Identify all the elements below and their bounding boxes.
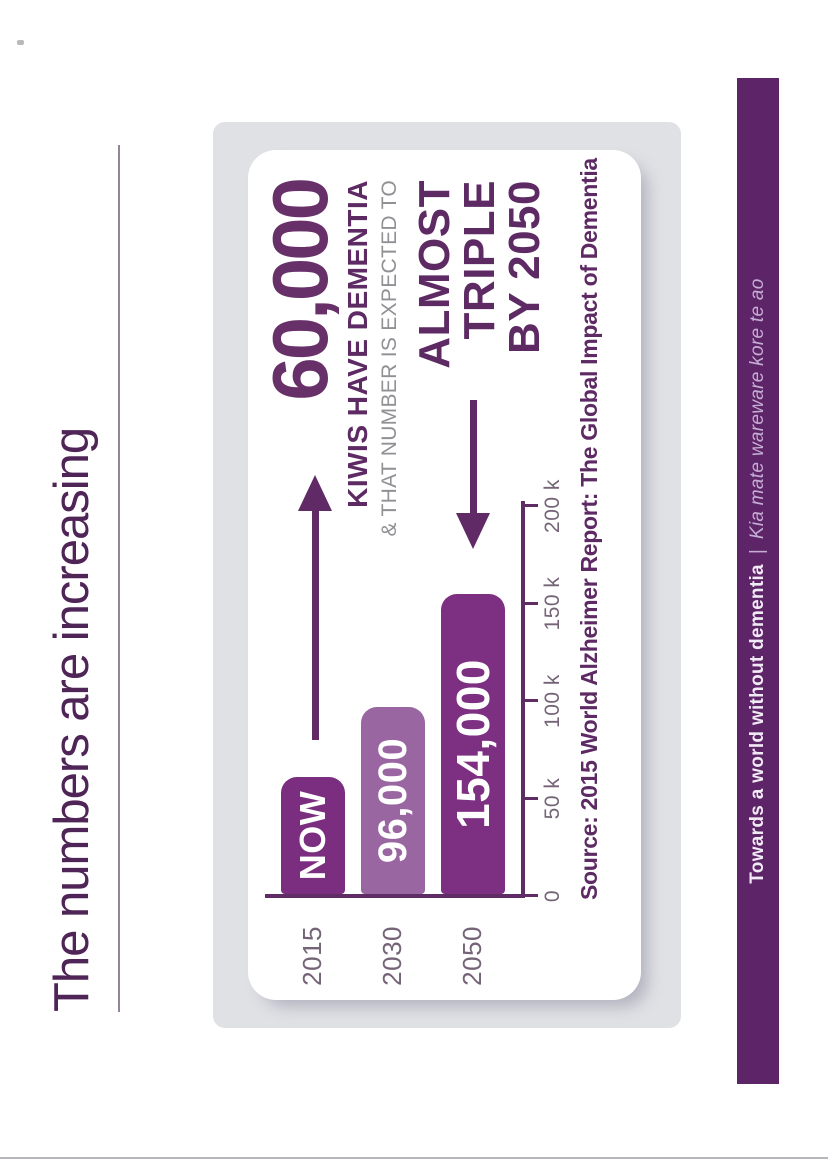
title-underline	[118, 145, 120, 1012]
bar-2050: 154,000	[441, 594, 505, 894]
infographic-card: 2015 NOW 2030 96,000 2050 154,000 0 50 k 100 k 15…	[248, 150, 641, 1000]
footer-maori-tagline: Kia mate wareware kore te ao	[747, 278, 768, 540]
page-title: The numbers are increasing	[45, 427, 99, 1012]
footer-separator: |	[747, 549, 768, 555]
category-label-2030: 2030	[377, 926, 407, 986]
axis-tick-label: 100 k	[541, 674, 564, 728]
hero-emphasis-line-2: TRIPLE	[455, 180, 504, 340]
scan-edge-line	[0, 1157, 828, 1159]
scan-speck	[17, 40, 24, 45]
bar-value-label: NOW	[292, 790, 333, 881]
footer-tagline: Towards a world without dementia	[747, 564, 768, 884]
axis-tick-mark	[525, 894, 538, 898]
bar-value-label: 154,000	[447, 659, 499, 829]
hero-emphasis-line-1: ALMOST	[410, 180, 459, 369]
axis-tick-mark	[525, 602, 538, 605]
hero-text-block: 60,000 KIWIS HAVE DEMENTIA & THAT NUMBER…	[256, 180, 549, 580]
bar-2030: 96,000	[361, 707, 425, 894]
footer-bar: Towards a world without dementia | Kia m…	[737, 78, 779, 1084]
axis-tick-label: 0	[541, 889, 564, 903]
source-citation: Source: 2015 World Alzheimer Report: The…	[576, 158, 602, 900]
bar-2015: NOW	[281, 777, 345, 894]
infographic-panel: 2015 NOW 2030 96,000 2050 154,000 0 50 k 100 k 15…	[213, 122, 681, 1028]
hero-emphasis-line-3: BY 2050	[500, 180, 549, 354]
hero-subtitle: KIWIS HAVE DEMENTIA	[342, 180, 373, 508]
category-label-2015: 2015	[297, 926, 327, 986]
hero-connector: & THAT NUMBER IS EXPECTED TO	[378, 180, 401, 537]
axis-tick-mark	[525, 699, 538, 703]
chart-category-axis	[265, 894, 523, 898]
bar-value-label: 96,000	[370, 737, 415, 864]
category-label-2050: 2050	[457, 926, 487, 986]
axis-tick-label: 50 k	[541, 777, 564, 820]
hero-emphasis: ALMOST TRIPLE BY 2050	[410, 180, 549, 580]
axis-tick-mark	[525, 797, 538, 800]
hero-big-number: 60,000	[256, 180, 344, 401]
